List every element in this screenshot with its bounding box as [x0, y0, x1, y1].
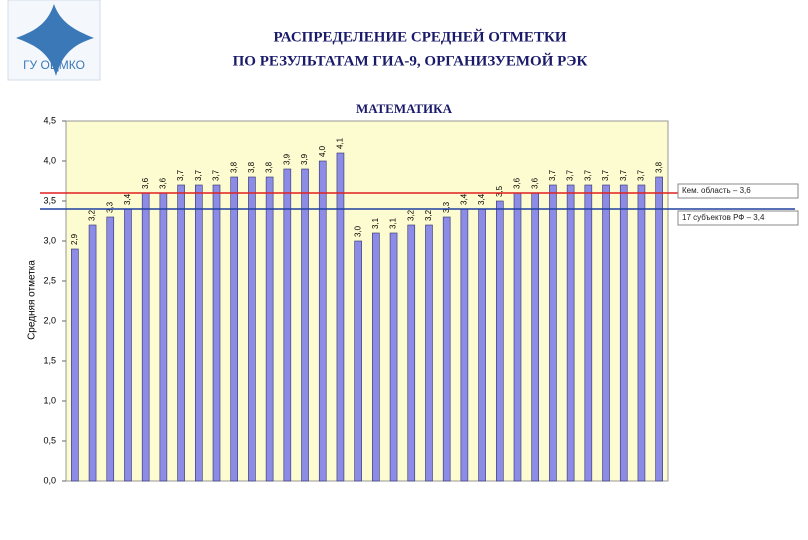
- bar: [460, 208, 469, 482]
- logo-text: ГУ ОЦМКО: [23, 58, 85, 72]
- value-label: 3,5: [495, 185, 504, 197]
- logo: ГУ ОЦМКО: [7, 0, 101, 81]
- subtitle: ПО РЕЗУЛЬТАТАМ ГИА-9, ОРГАНИЗУЕМОЙ РЭК: [233, 52, 588, 69]
- value-label: 3,7: [548, 169, 557, 181]
- value-label: 3,1: [389, 217, 398, 229]
- reference-label: Кем. область – 3,6: [682, 186, 751, 195]
- y-tick-label: 2,0: [43, 315, 56, 325]
- y-tick-label: 1,5: [43, 355, 56, 365]
- value-label: 3,7: [583, 169, 592, 181]
- y-axis-label: Средняя отметка: [27, 260, 38, 340]
- value-label: 3,2: [406, 209, 415, 221]
- value-label: 4,0: [318, 145, 327, 157]
- title: РАСПРЕДЕЛЕНИЕ СРЕДНЕЙ ОТМЕТКИ: [274, 28, 567, 45]
- bar: [584, 184, 593, 482]
- value-label: 3,0: [353, 225, 362, 237]
- bar: [212, 184, 221, 482]
- y-tick-label: 4,5: [43, 115, 56, 125]
- value-label: 3,1: [371, 217, 380, 229]
- y-tick-label: 3,5: [43, 195, 56, 205]
- bar: [495, 200, 504, 482]
- bar: [442, 216, 451, 482]
- bar: [194, 184, 203, 482]
- y-tick-label: 3,0: [43, 235, 56, 245]
- value-label: 2,9: [70, 233, 79, 245]
- value-label: 3,4: [123, 193, 132, 205]
- bar: [531, 192, 540, 482]
- bar: [549, 184, 557, 482]
- value-label: 3,4: [477, 193, 486, 205]
- bar: [655, 176, 663, 482]
- bar: [283, 168, 292, 482]
- value-label: 3,2: [424, 209, 433, 221]
- value-label: 3,7: [212, 169, 221, 181]
- bar: [513, 192, 522, 482]
- bar: [71, 248, 79, 482]
- value-label: 3,7: [176, 169, 185, 181]
- bar: [372, 232, 380, 482]
- plot-area: [65, 120, 669, 482]
- value-label: 3,4: [459, 193, 468, 205]
- bar: [88, 224, 97, 482]
- value-label: 3,2: [88, 209, 97, 221]
- bar: [425, 224, 433, 482]
- bar: [301, 168, 309, 482]
- bar: [230, 176, 239, 482]
- bar: [389, 232, 398, 482]
- bar: [602, 184, 610, 482]
- bar: [354, 240, 362, 482]
- value-label: 3,8: [229, 161, 238, 173]
- bar: [619, 184, 628, 482]
- bar: [478, 208, 486, 482]
- bar: [159, 192, 168, 482]
- value-label: 4,1: [336, 137, 345, 149]
- bar: [336, 152, 345, 482]
- value-label: 3,6: [513, 177, 522, 189]
- y-tick-label: 0,0: [43, 475, 56, 485]
- value-label: 3,6: [141, 177, 150, 189]
- y-tick-label: 1,0: [43, 395, 56, 405]
- value-label: 3,9: [300, 153, 309, 165]
- value-label: 3,7: [194, 169, 203, 181]
- y-tick-label: 0,5: [43, 435, 56, 445]
- bar: [141, 192, 150, 482]
- y-tick-label: 2,5: [43, 275, 56, 285]
- value-label: 3,8: [265, 161, 274, 173]
- value-label: 3,9: [282, 153, 291, 165]
- reference-label: 17 субъектов РФ – 3,4: [682, 213, 765, 222]
- bar: [177, 184, 185, 482]
- bar: [318, 160, 327, 482]
- value-label: 3,3: [442, 201, 451, 213]
- value-label: 3,7: [637, 169, 646, 181]
- bar: [407, 224, 416, 482]
- value-label: 3,6: [158, 177, 167, 189]
- bar: [124, 208, 132, 482]
- reference-box: [677, 210, 799, 226]
- value-label: 3,6: [530, 177, 539, 189]
- value-label: 3,7: [619, 169, 628, 181]
- bar: [106, 216, 115, 482]
- y-tick-label: 4,0: [43, 155, 56, 165]
- bar: [566, 184, 575, 482]
- reference-box: [677, 183, 799, 199]
- value-label: 3,7: [601, 169, 610, 181]
- bar: [637, 184, 646, 482]
- value-label: 3,8: [654, 161, 663, 173]
- value-label: 3,8: [247, 161, 256, 173]
- chart-title: МАТЕМАТИКА: [356, 101, 453, 116]
- value-label: 3,7: [566, 169, 575, 181]
- value-label: 3,3: [105, 201, 114, 213]
- bar: [248, 176, 256, 482]
- logo-shape: [16, 4, 94, 76]
- bar: [265, 176, 274, 482]
